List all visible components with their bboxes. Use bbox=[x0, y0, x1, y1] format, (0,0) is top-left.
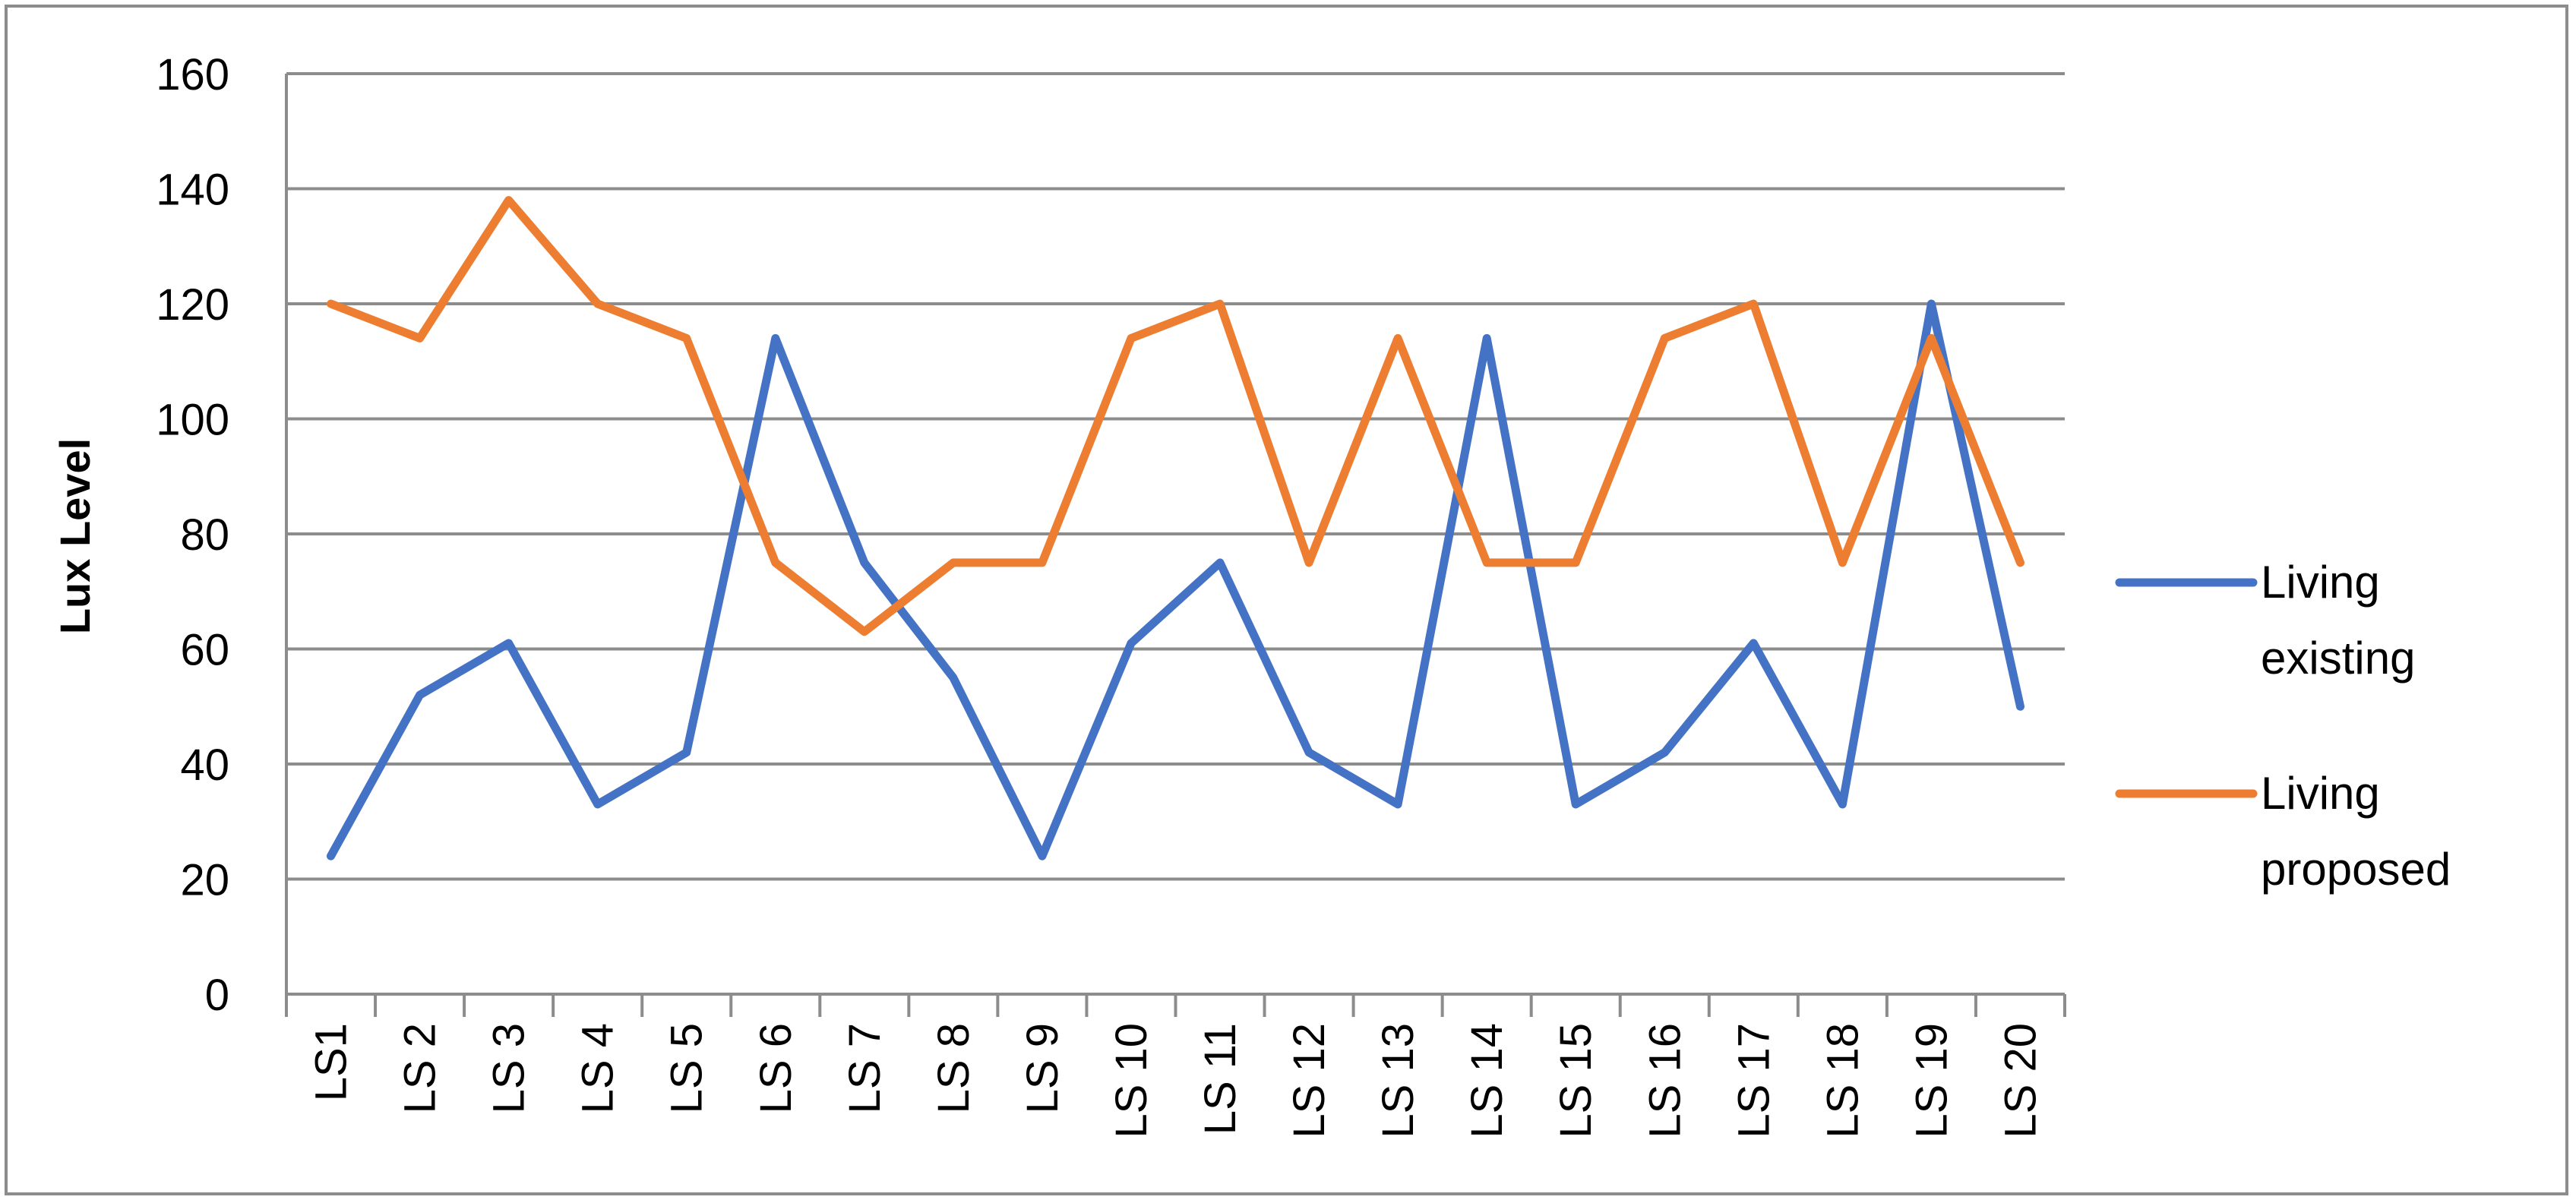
x-tick-label: LS 6 bbox=[751, 1023, 801, 1113]
y-tick-label: 140 bbox=[156, 166, 229, 215]
y-axis-title: Lux Level bbox=[51, 438, 99, 634]
y-tick-label: 160 bbox=[156, 50, 229, 99]
series-lines bbox=[327, 196, 2024, 860]
y-tick-label: 80 bbox=[180, 510, 229, 560]
x-tick-label: LS 16 bbox=[1640, 1023, 1689, 1138]
x-tick-label: LS 8 bbox=[929, 1023, 978, 1113]
y-tick-labels: 0 20 40 60 80 100 120 140 160 bbox=[156, 50, 229, 1020]
x-tick-label: LS 13 bbox=[1373, 1023, 1423, 1138]
series-line-living-proposed bbox=[327, 196, 2024, 636]
y-tick-label: 100 bbox=[156, 396, 229, 445]
x-tick-label: LS 10 bbox=[1107, 1023, 1156, 1138]
series-line-living-existing bbox=[327, 299, 2024, 860]
x-tick-label: LS 2 bbox=[396, 1023, 445, 1113]
x-tick-label: LS 5 bbox=[662, 1023, 712, 1113]
x-tick-label: LS 4 bbox=[574, 1023, 623, 1113]
chart-frame bbox=[5, 5, 2568, 1195]
y-tick-label: 40 bbox=[180, 740, 229, 790]
x-tick-label: LS 20 bbox=[1996, 1023, 2045, 1138]
y-tick-label: 20 bbox=[180, 856, 229, 905]
y-tick-label: 60 bbox=[180, 626, 229, 675]
legend-label: proposed bbox=[2261, 844, 2451, 895]
x-tick-label: LS 15 bbox=[1551, 1023, 1601, 1138]
x-tick-label: LS 14 bbox=[1462, 1023, 1512, 1138]
x-tick-label: LS1 bbox=[307, 1023, 356, 1101]
x-tick-label: LS 18 bbox=[1818, 1023, 1867, 1138]
y-tick-label: 120 bbox=[156, 280, 229, 330]
x-tick-label: LS 19 bbox=[1907, 1023, 1956, 1138]
legend-label: Living bbox=[2261, 768, 2380, 819]
x-tick-labels: LS1 LS 2 LS 3 LS 4 LS 5 LS 6 LS 7 LS 8 LS 9 LS 10… bbox=[307, 1023, 2046, 1138]
legend-label: Living bbox=[2261, 557, 2380, 608]
x-tick-label: LS 9 bbox=[1018, 1023, 1067, 1113]
x-tick-label: LS 17 bbox=[1729, 1023, 1778, 1138]
legend: Living existing Living proposed bbox=[2115, 557, 2451, 895]
x-tick-label: LS 7 bbox=[840, 1023, 890, 1113]
x-tick-label: LS 11 bbox=[1196, 1023, 1245, 1135]
axes bbox=[285, 74, 2066, 1017]
y-tick-label: 0 bbox=[205, 971, 229, 1020]
gridlines bbox=[286, 72, 2065, 881]
x-tick-label: LS 3 bbox=[485, 1023, 534, 1113]
legend-label: existing bbox=[2261, 633, 2415, 684]
x-tick-label: LS 12 bbox=[1285, 1023, 1334, 1138]
